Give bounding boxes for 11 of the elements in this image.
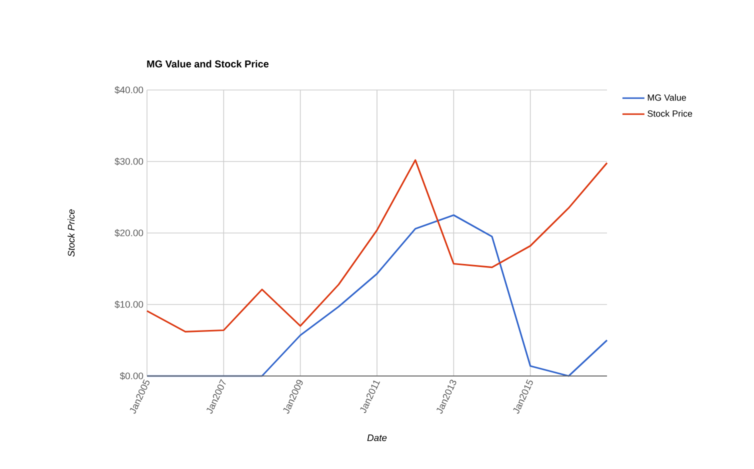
legend-label: MG Value [648,94,686,101]
y-tick-label: $20.00 [114,229,144,237]
y-axis-title: Stock Price [68,209,75,257]
y-tick-label: $10.00 [114,300,144,308]
x-axis-title: Date [367,434,387,442]
legend-label: Stock Price [648,110,692,117]
line-series [146,159,608,332]
chart-title: MG Value and Stock Price [147,60,269,68]
y-tick-label: $40.00 [114,86,144,94]
y-tick-label: $30.00 [114,158,144,166]
y-tick-label: $0.00 [120,372,144,380]
